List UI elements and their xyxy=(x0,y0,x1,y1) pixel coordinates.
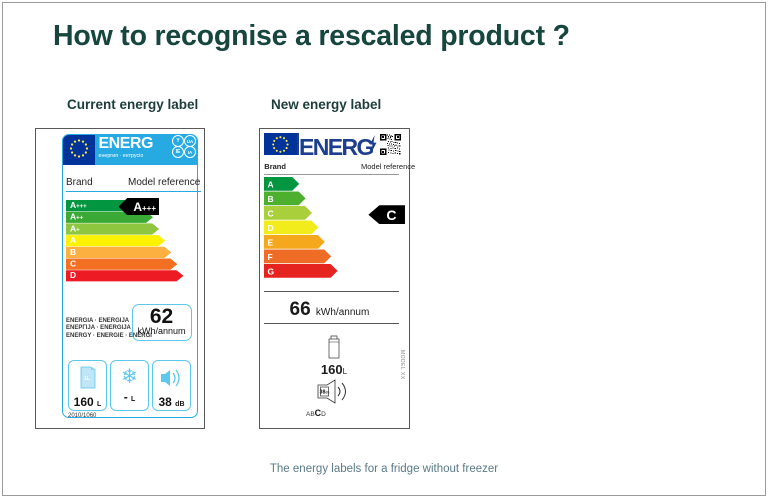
svg-text:E: E xyxy=(268,237,274,247)
svg-text:A: A xyxy=(70,235,76,245)
svg-text:F: F xyxy=(268,251,273,261)
svg-text:C: C xyxy=(70,259,76,269)
svg-text:D: D xyxy=(268,222,274,232)
svg-text:B: B xyxy=(70,247,76,257)
svg-text:B: B xyxy=(268,193,274,203)
svg-text:1L: 1L xyxy=(84,376,90,382)
svg-text:C: C xyxy=(268,208,274,218)
svg-text:G: G xyxy=(268,266,275,276)
svg-text:D: D xyxy=(70,270,76,280)
svg-text:A: A xyxy=(268,179,274,189)
